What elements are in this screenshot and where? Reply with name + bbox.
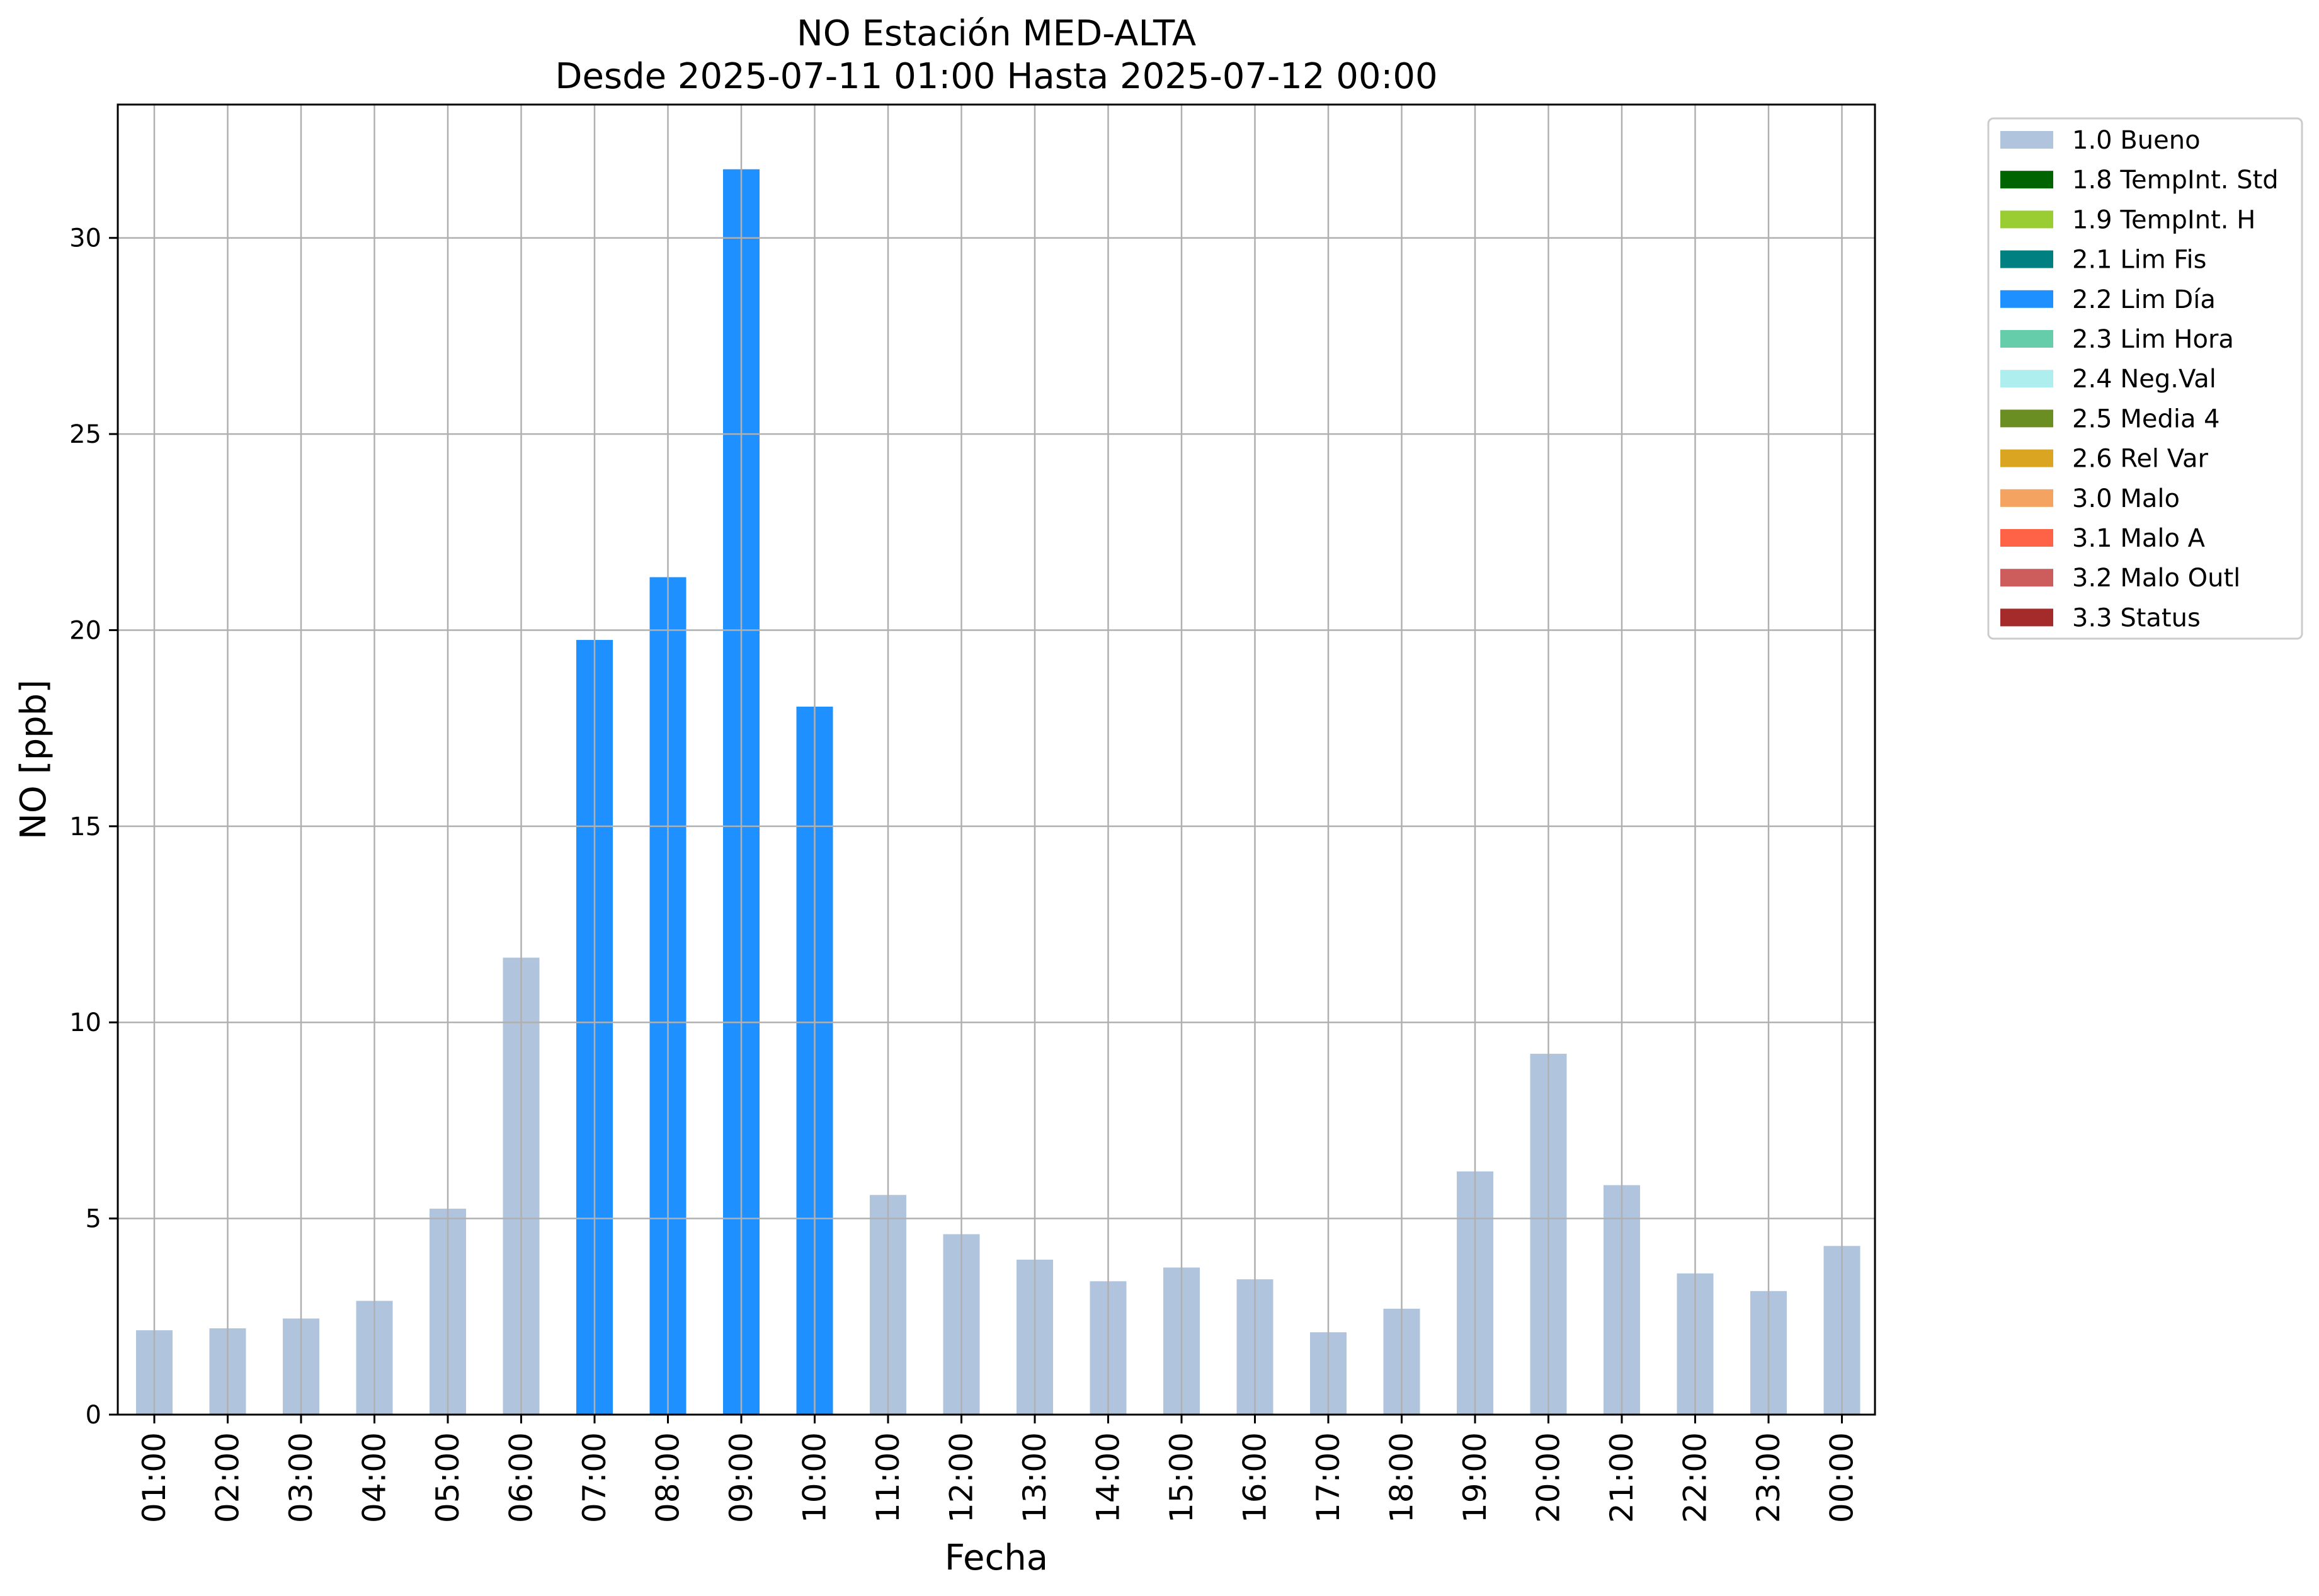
x-tick-label: 00:00 [1824, 1432, 1860, 1523]
x-tick-label: 20:00 [1530, 1432, 1567, 1523]
x-tick-label: 16:00 [1237, 1432, 1273, 1523]
legend-label: 2.2 Lim Día [2072, 285, 2216, 314]
x-tick-label: 06:00 [503, 1432, 540, 1523]
y-tick-label: 10 [69, 1008, 101, 1037]
x-tick-label: 23:00 [1750, 1432, 1787, 1523]
legend-swatch [2000, 290, 2053, 308]
x-tick-label: 08:00 [650, 1432, 687, 1523]
legend-label: 1.0 Bueno [2072, 126, 2201, 155]
legend: 1.0 Bueno 1.8 TempInt. Std 1.9 TempInt. H 2… [1987, 117, 2303, 640]
legend-label: 2.6 Rel Var [2072, 445, 2209, 474]
x-tick-label: 09:00 [723, 1432, 760, 1523]
legend-label: 1.9 TempInt. H [2072, 205, 2255, 234]
legend-swatch [2000, 608, 2053, 627]
x-tick-label: 18:00 [1384, 1432, 1420, 1523]
x-tick-label: 03:00 [283, 1432, 319, 1523]
legend-label: 3.0 Malo [2072, 484, 2180, 513]
y-tick-label: 20 [69, 616, 101, 645]
legend-swatch [2000, 131, 2053, 149]
x-tick-label: 17:00 [1310, 1432, 1347, 1523]
legend-items: 1.0 Bueno 1.8 TempInt. Std 1.9 TempInt. H 2… [2000, 126, 2279, 632]
x-axis-label: Fecha [945, 1537, 1048, 1578]
y-tick-label: 0 [86, 1401, 101, 1430]
legend-swatch [2000, 489, 2053, 507]
x-tick-label: 12:00 [943, 1432, 980, 1523]
x-tick-label: 02:00 [210, 1432, 246, 1523]
y-tick-label: 30 [69, 224, 101, 253]
y-axis-ticks: 0 5 10 15 20 25 30 [69, 224, 118, 1430]
x-tick-label: 21:00 [1604, 1432, 1640, 1523]
legend-swatch [2000, 370, 2053, 388]
x-tick-label: 14:00 [1090, 1432, 1127, 1523]
x-tick-label: 01:00 [136, 1432, 173, 1523]
x-tick-label: 07:00 [576, 1432, 613, 1523]
plot-frame [117, 103, 1876, 1416]
legend-label: 2.3 Lim Hora [2072, 325, 2234, 354]
x-tick-label: 15:00 [1163, 1432, 1200, 1523]
legend-swatch [2000, 330, 2053, 348]
x-tick-label: 04:00 [356, 1432, 393, 1523]
legend-label: 3.3 Status [2072, 603, 2201, 632]
chart-title: NO Estación MED-ALTA [797, 13, 1196, 54]
legend-swatch [2000, 171, 2053, 189]
legend-label: 2.1 Lim Fis [2072, 246, 2206, 275]
x-tick-label: 11:00 [870, 1432, 906, 1523]
legend-label: 3.1 Malo A [2072, 524, 2206, 553]
x-tick-label: 05:00 [430, 1432, 466, 1523]
y-tick-label: 5 [86, 1205, 101, 1234]
legend-swatch [2000, 449, 2053, 467]
y-tick-label: 25 [69, 420, 101, 449]
x-tick-label: 13:00 [1017, 1432, 1053, 1523]
legend-swatch [2000, 409, 2053, 428]
y-axis-label: NO [ppb] [13, 680, 54, 840]
x-axis-ticks: 01:00 02:00 03:00 04:00 05:00 06:00 07:00 08:00… [136, 1415, 1860, 1523]
x-tick-label: 19:00 [1457, 1432, 1493, 1523]
legend-swatch [2000, 529, 2053, 547]
legend-label: 2.5 Media 4 [2072, 404, 2220, 433]
legend-label: 3.2 Malo Outl [2072, 564, 2240, 593]
legend-swatch [2000, 250, 2053, 268]
legend-swatch [2000, 210, 2053, 229]
legend-swatch [2000, 569, 2053, 587]
legend-label: 2.4 Neg.Val [2072, 365, 2216, 394]
legend-box [1987, 117, 2303, 640]
x-tick-label: 10:00 [797, 1432, 833, 1523]
x-tick-label: 22:00 [1677, 1432, 1714, 1523]
x-gridlines [153, 105, 1843, 1415]
legend-label: 1.8 TempInt. Std [2072, 166, 2279, 195]
y-tick-label: 15 [69, 812, 101, 841]
chart-subtitle: Desde 2025-07-11 01:00 Hasta 2025-07-12 … [555, 56, 1437, 97]
